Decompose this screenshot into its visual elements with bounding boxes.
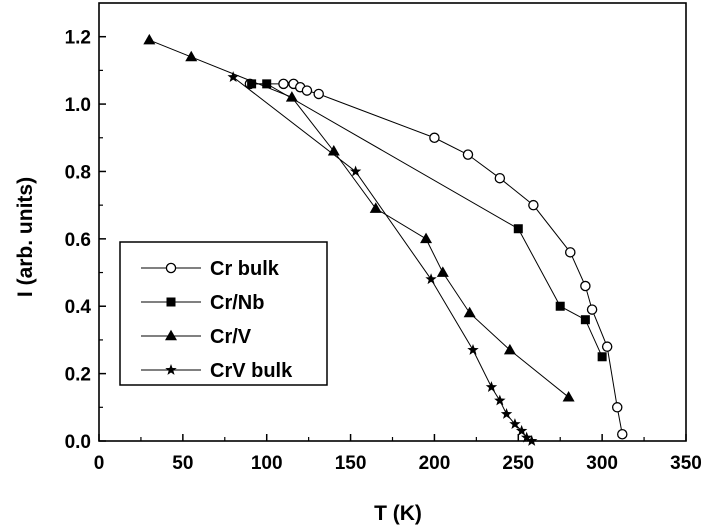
legend: Cr bulk Cr/Nb Cr/V CrV bulk xyxy=(119,241,328,386)
data-point-cr-bulk xyxy=(313,88,324,100)
x-tick-label: 0 xyxy=(94,453,105,474)
y-axis-title: I (arb. units) xyxy=(14,177,37,297)
data-point-cr-bulk xyxy=(617,429,628,440)
data-point-crv-bulk xyxy=(485,381,498,392)
data-point-crv-bulk xyxy=(526,435,538,446)
legend-label-crv-bulk: CrV bulk xyxy=(210,360,293,382)
data-point-cr-v xyxy=(562,391,575,402)
y-tick-label: 1.0 xyxy=(65,95,91,116)
data-point-crv-bulk xyxy=(227,71,239,82)
data-point-crv-bulk xyxy=(425,273,437,285)
x-tick-label: 200 xyxy=(419,453,451,474)
data-point-cr-bulk xyxy=(462,149,474,160)
data-point-cr-bulk xyxy=(580,280,591,292)
data-point-cr-v xyxy=(369,202,382,213)
data-point-cr-bulk xyxy=(278,78,289,90)
data-point-cr-bulk xyxy=(565,247,576,258)
data-point-cr-nb xyxy=(555,301,565,311)
series-layer xyxy=(143,33,628,446)
data-point-crv-bulk xyxy=(509,418,521,430)
x-tick-label: 250 xyxy=(502,453,534,474)
data-point-crv-bulk xyxy=(520,431,533,443)
legend-marker-cr-nb xyxy=(166,297,176,307)
legend-marker-cr-bulk xyxy=(165,262,177,274)
data-point-cr-bulk xyxy=(301,85,313,96)
x-axis: 0 50 100 150 200 250 300 350 xyxy=(94,434,702,474)
x-axis-title: T (K) xyxy=(374,502,422,525)
legend-marker-cr-v xyxy=(165,329,177,341)
data-point-crv-bulk xyxy=(500,408,513,419)
data-point-cr-v xyxy=(436,266,449,277)
x-tick-label: 300 xyxy=(586,453,618,474)
x-tick-label: 150 xyxy=(335,453,367,474)
data-point-cr-bulk xyxy=(494,172,506,184)
series-line-cr-v xyxy=(149,39,569,398)
data-point-cr-v xyxy=(463,306,476,318)
data-point-cr-bulk xyxy=(611,402,623,413)
data-point-cr-bulk xyxy=(586,304,598,315)
data-point-crv-bulk xyxy=(349,165,362,177)
legend-marker-crv-bulk xyxy=(165,364,177,375)
legend-label-cr-bulk: Cr bulk xyxy=(210,258,280,280)
data-point-crv-bulk xyxy=(467,344,479,355)
x-tick-label: 350 xyxy=(670,453,702,474)
data-point-cr-nb xyxy=(597,352,607,362)
data-point-cr-nb xyxy=(580,315,590,325)
data-point-cr-v xyxy=(420,232,433,244)
x-tick-label: 100 xyxy=(251,453,283,474)
x-tick-label: 50 xyxy=(172,453,193,474)
data-point-cr-bulk xyxy=(601,341,613,352)
data-point-cr-v xyxy=(143,33,156,45)
y-tick-label: 0.2 xyxy=(65,365,91,386)
legend-label-cr-v: Cr/V xyxy=(210,326,252,348)
data-point-cr-v xyxy=(185,50,198,62)
y-tick-label: 0.8 xyxy=(65,162,91,183)
data-point-cr-nb xyxy=(513,224,523,234)
legend-label-cr-nb: Cr/Nb xyxy=(210,292,264,314)
data-point-cr-nb xyxy=(262,79,272,89)
data-point-cr-v xyxy=(285,91,298,102)
series-cr-bulk xyxy=(244,78,628,440)
y-tick-label: 0.0 xyxy=(65,432,91,453)
y-tick-label: 0.6 xyxy=(65,230,91,251)
series-cr-v xyxy=(143,33,575,402)
legend-box xyxy=(119,241,328,386)
data-point-crv-bulk xyxy=(494,394,506,406)
y-axis: 0.0 0.2 0.4 0.6 0.8 1.0 1.2 xyxy=(65,28,106,453)
data-point-cr-nb xyxy=(247,79,257,89)
y-tick-label: 1.2 xyxy=(65,28,91,49)
data-point-cr-v xyxy=(503,343,516,355)
data-point-cr-bulk xyxy=(429,132,440,144)
data-point-cr-bulk xyxy=(528,199,539,211)
data-point-crv-bulk xyxy=(515,424,528,436)
y-tick-label: 0.4 xyxy=(65,297,92,318)
series-cr-nb xyxy=(247,79,607,362)
series-crv-bulk xyxy=(227,71,538,446)
